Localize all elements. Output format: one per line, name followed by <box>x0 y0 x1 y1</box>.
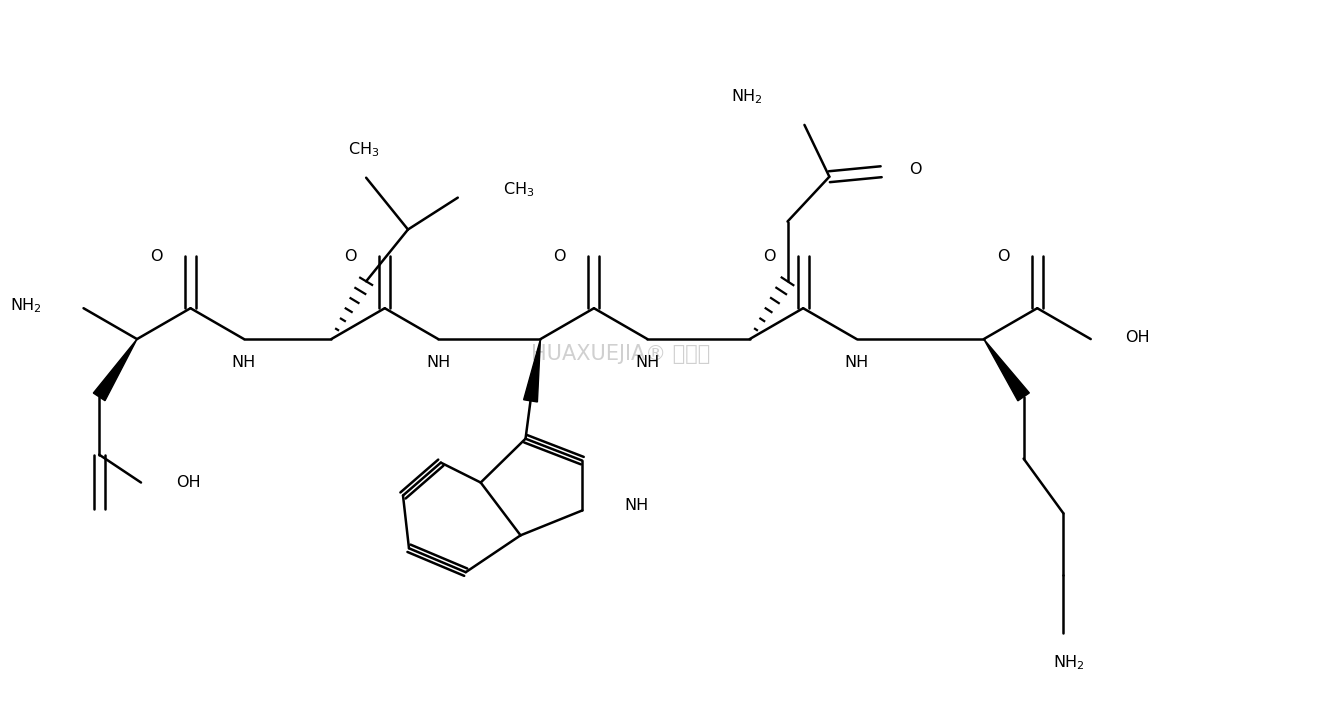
Text: O: O <box>997 249 1009 264</box>
Text: NH$_2$: NH$_2$ <box>1053 654 1084 672</box>
Text: NH: NH <box>636 355 659 371</box>
Text: O: O <box>910 162 922 177</box>
Text: OH: OH <box>176 475 200 490</box>
Text: CH$_3$: CH$_3$ <box>503 180 534 199</box>
Text: NH: NH <box>845 355 869 371</box>
Text: NH: NH <box>426 355 450 371</box>
Text: NH: NH <box>624 498 649 513</box>
Polygon shape <box>984 339 1029 401</box>
Text: OH: OH <box>1125 329 1151 345</box>
Text: HUAXUEJIA® 化学加: HUAXUEJIA® 化学加 <box>531 344 710 364</box>
Polygon shape <box>93 339 136 400</box>
Text: NH: NH <box>232 355 256 371</box>
Text: NH$_2$: NH$_2$ <box>11 296 41 314</box>
Text: O: O <box>150 249 163 264</box>
Text: O: O <box>763 249 776 264</box>
Text: O: O <box>553 249 567 264</box>
Text: CH$_3$: CH$_3$ <box>348 140 380 159</box>
Text: O: O <box>344 249 357 264</box>
Text: NH$_2$: NH$_2$ <box>731 88 763 106</box>
Polygon shape <box>523 339 540 402</box>
